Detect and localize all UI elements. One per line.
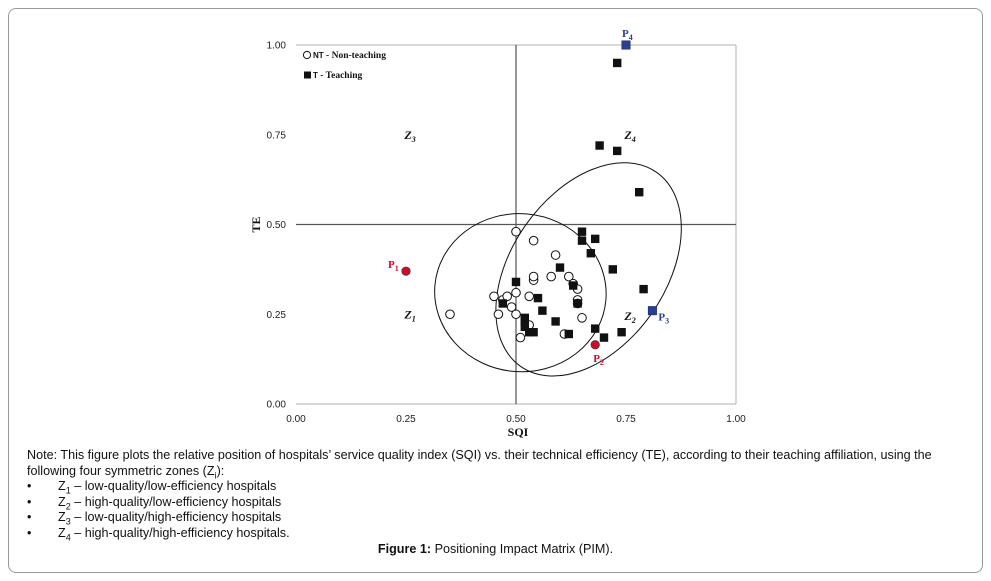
teaching-point	[555, 263, 565, 272]
reference-lines	[296, 45, 736, 404]
non-teaching-point	[445, 309, 455, 320]
teaching-point	[577, 236, 587, 245]
y-tick-label: 0.50	[267, 220, 287, 231]
teaching-point	[564, 329, 573, 339]
teaching-point	[569, 281, 578, 290]
y-axis-title: TE	[249, 216, 263, 232]
teaching-point	[573, 299, 582, 308]
legend-teaching-label: T - Teaching	[313, 71, 362, 81]
teaching-point	[525, 328, 534, 337]
zone-label-z3: Z3	[403, 128, 415, 144]
teaching-point	[511, 277, 521, 287]
teaching-point	[613, 58, 622, 68]
zone-label-z2: Z2	[623, 309, 635, 325]
zone-item: • Z1 – low-quality/low-efficiency hospita…	[27, 479, 277, 496]
teaching-point	[520, 322, 529, 332]
figure-frame	[8, 8, 983, 573]
teaching-point	[591, 324, 600, 333]
non-teaching-point	[546, 271, 557, 282]
y-tick-label: 0.75	[267, 130, 287, 141]
teaching-point	[613, 146, 622, 156]
zone-item: • Z4 – high-quality/high-efficiency hospi…	[27, 525, 290, 543]
teaching-point	[639, 284, 648, 294]
zone-label-z4: Z4	[623, 128, 635, 144]
teaching-point	[595, 141, 604, 150]
zone-label-z1: Z1	[403, 307, 415, 323]
teaching-point	[520, 317, 529, 326]
highlight-points: P1 P2 P3 P4	[388, 28, 669, 367]
y-tick-label: 0.25	[267, 310, 287, 321]
figure-note: Note: This figure plots the relative pos…	[27, 448, 972, 543]
x-tick-label: 0.00	[286, 414, 306, 425]
legend-non-teaching-marker	[302, 50, 312, 60]
highlight-point-p3	[647, 306, 657, 316]
x-tick-label: 0.25	[396, 414, 416, 425]
x-tick-label: 0.50	[506, 414, 526, 425]
highlight-point-p4	[621, 40, 631, 50]
non-teaching-point	[550, 250, 561, 260]
teaching-point	[599, 333, 609, 342]
y-tick-label: 1.00	[267, 41, 287, 52]
highlight-label-p4: P4	[622, 28, 633, 42]
teaching-point	[538, 306, 547, 315]
non-teaching-point	[528, 235, 539, 246]
note-intro: Note: This figure plots the relative pos…	[27, 448, 932, 481]
legend-non-teaching-label: NT - Non-teaching	[313, 51, 386, 61]
teaching-point	[577, 227, 587, 236]
highlight-label-p1: P1	[388, 259, 399, 273]
scatter-chart: 0.00 0.25 0.50 0.75 1.00 0.00 0.25 0.50 0.75 1.00…	[249, 28, 746, 440]
figure-caption: Figure 1: Positioning Impact Matrix (PIM…	[377, 542, 614, 556]
chart-axes: 0.00 0.25 0.50 0.75 1.00 0.00 0.25 0.50 0.75 1.00…	[249, 41, 746, 440]
non-teaching-point	[515, 332, 526, 343]
non-teaching-point	[511, 226, 521, 237]
non-teaching-point	[511, 309, 521, 320]
teaching-point	[533, 293, 543, 303]
non-teaching-point	[506, 302, 517, 312]
data-points	[445, 58, 648, 343]
zone-item: • Z3 – low-quality/high-efficiency hospit…	[27, 510, 282, 527]
cluster-ellipse	[434, 213, 607, 373]
teaching-point	[498, 299, 507, 308]
highlight-point-p2	[590, 340, 600, 350]
y-tick-label: 0.00	[267, 400, 287, 411]
legend-teaching-marker	[304, 71, 311, 79]
non-teaching-point	[524, 291, 535, 302]
non-teaching-point	[564, 271, 574, 282]
non-teaching-point	[493, 309, 504, 320]
x-tick-label: 1.00	[726, 414, 746, 425]
chart-legend: NT - Non-teaching T - Teaching	[302, 50, 386, 81]
teaching-point	[608, 265, 617, 274]
teaching-point	[617, 328, 626, 337]
teaching-point	[635, 187, 644, 197]
non-teaching-point	[577, 313, 587, 323]
non-teaching-point	[502, 291, 513, 302]
teaching-point	[586, 249, 595, 258]
highlight-point-p1	[401, 266, 411, 276]
cluster-ellipses	[434, 162, 682, 377]
non-teaching-point	[489, 291, 499, 302]
teaching-point	[529, 328, 538, 337]
teaching-point	[551, 317, 560, 326]
x-axis-title: SQI	[508, 425, 529, 439]
x-tick-label: 0.75	[616, 414, 636, 425]
highlight-label-p3: P3	[658, 312, 669, 326]
zone-item: • Z2 – high-quality/low-efficiency hospit…	[27, 494, 282, 512]
non-teaching-point	[528, 271, 539, 282]
non-teaching-point	[511, 287, 521, 298]
zone-list: • Z1 – low-quality/low-efficiency hospita…	[27, 479, 972, 543]
chart-labels: Z3 Z4 Z1 Z2	[403, 128, 635, 325]
highlight-label-p2: P2	[593, 353, 604, 367]
teaching-point	[591, 234, 600, 244]
